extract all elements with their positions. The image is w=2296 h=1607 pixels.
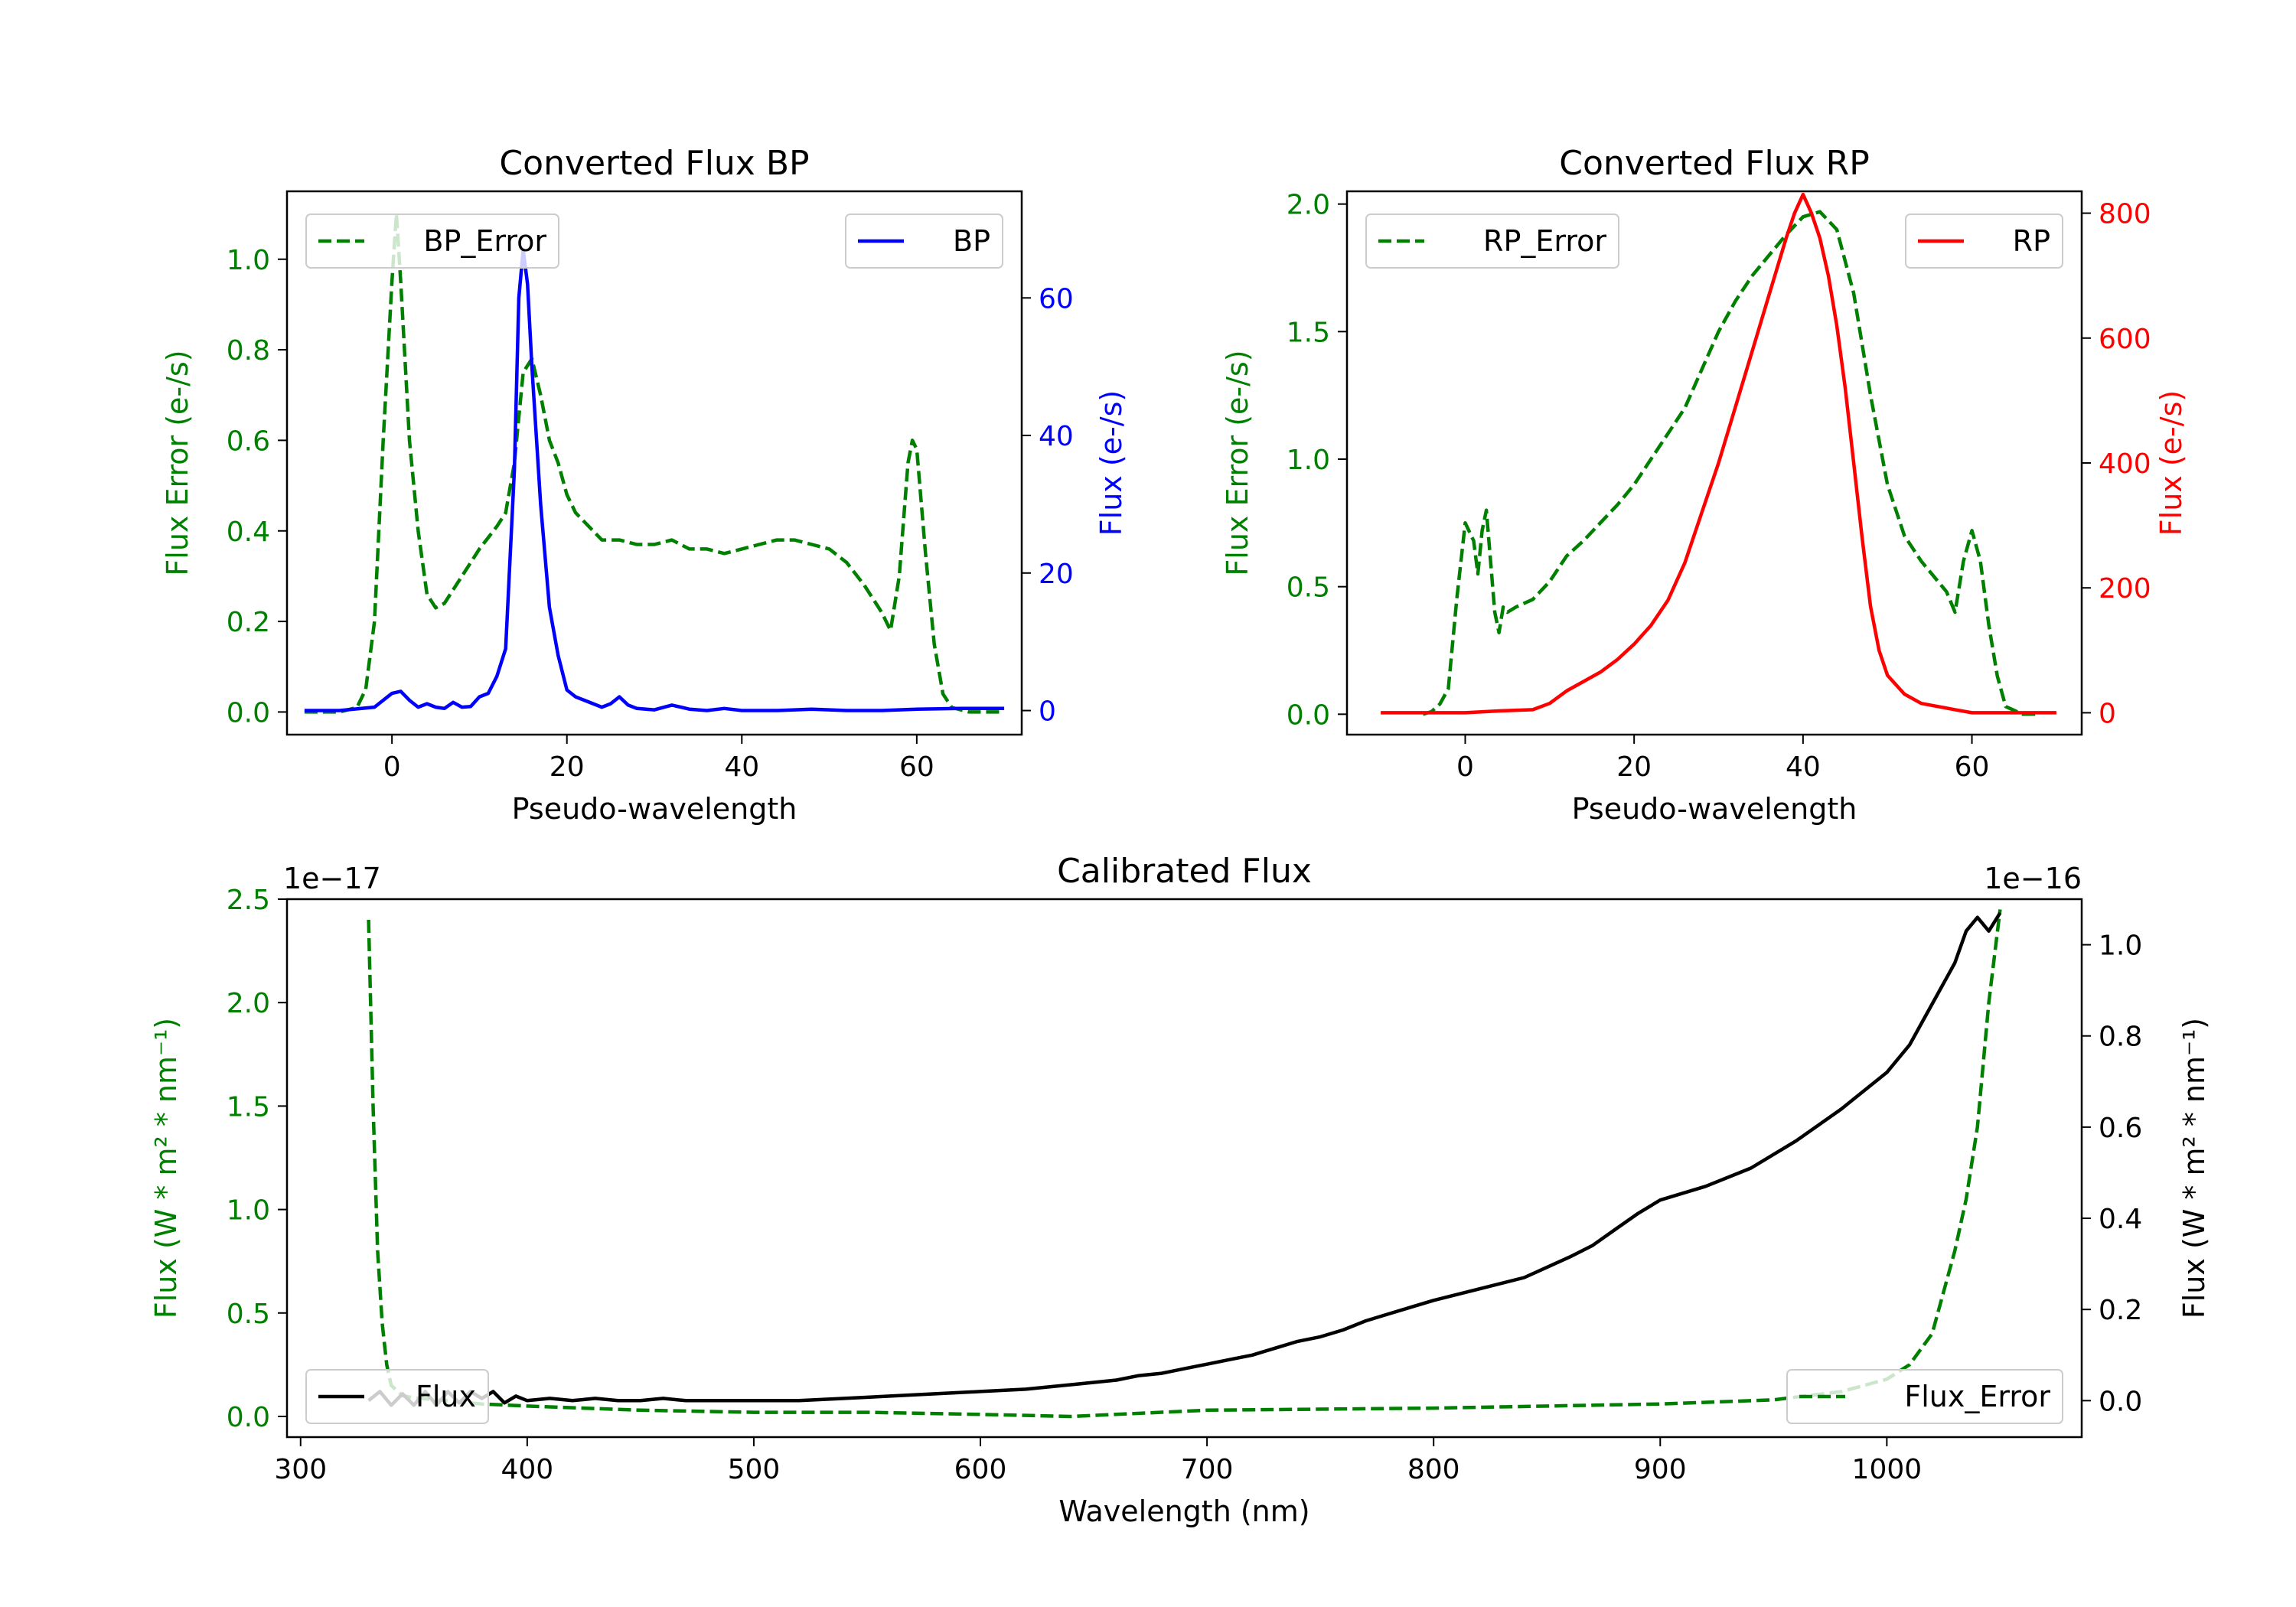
y-right-tick-label: 200: [2099, 573, 2151, 605]
y-right-tick-label: 800: [2099, 199, 2151, 230]
x-tick-label: 800: [1407, 1454, 1460, 1485]
x-tick-label: 40: [1786, 751, 1821, 783]
y-right-tick-label: 40: [1039, 421, 1074, 452]
series-line-rp: [1381, 192, 2056, 715]
y-right-tick-label: 0.4: [2099, 1204, 2142, 1235]
x-tick-label: 20: [550, 751, 585, 783]
x-tick-label: 60: [1955, 751, 1990, 783]
legend-right-label: BP: [953, 224, 990, 258]
y-right-axis-label: Flux (e-/s): [2154, 390, 2188, 536]
y-left-tick-label: 2.0: [1287, 190, 1330, 221]
chart-title: Converted Flux BP: [499, 144, 809, 183]
legend-right-label: Flux_Error: [1904, 1380, 2050, 1413]
axes-frame: [1345, 190, 2083, 736]
y-right-tick-label: 400: [2099, 448, 2151, 480]
y-right-tick-label: 600: [2099, 324, 2151, 355]
series-line-flux: [367, 911, 2002, 1407]
x-axis-label: Pseudo-wavelength: [512, 792, 797, 826]
y-left-tick-label: 0.5: [227, 1299, 270, 1330]
y-left-tick-label: 1.5: [1287, 317, 1330, 348]
x-tick-label: 0: [383, 751, 401, 783]
y-left-tick-label: 0.5: [1287, 572, 1330, 604]
legend-left-label: Flux: [416, 1380, 476, 1413]
legend-right-box: [1786, 1369, 2063, 1424]
y-right-axis-label: Flux (W * m² * nm⁻¹): [2177, 1018, 2211, 1319]
y-left-tick-label: 0.2: [227, 607, 270, 638]
x-tick-label: 40: [724, 751, 759, 783]
x-tick-label: 400: [501, 1454, 553, 1485]
y-right-tick-label: 0.0: [2099, 1386, 2142, 1417]
legend-left-label: BP_Error: [423, 224, 546, 258]
y-left-tick-label: 0.0: [1287, 699, 1330, 731]
bp-panel: 0 20 40 60 0.0 0.2 0.4 0.6 0.8 1.0 0 20 40 60 Converte…: [161, 144, 1128, 826]
y-left-tick-label: 1.0: [227, 1195, 270, 1227]
y-left-tick-label: 2.5: [227, 885, 270, 916]
x-tick-label: 600: [954, 1454, 1007, 1485]
y-right-offset-label: 1e−16: [1984, 862, 2082, 895]
calibrated-panel: 300 400 500 600 700 800 900 1000 0.0 0.5 1.0 1.5 2.0…: [149, 852, 2211, 1528]
axes-frame: [285, 190, 1023, 736]
x-tick-label: 300: [274, 1454, 327, 1485]
legend-left-box: [305, 214, 559, 269]
legend-right-label: RP: [2013, 224, 2050, 258]
legend-right-box: [1905, 214, 2063, 269]
series-line-rp-error: [1422, 210, 2040, 716]
y-left-tick-label: 0.0: [227, 1402, 270, 1433]
y-left-tick-label: 0.0: [227, 697, 270, 729]
y-right-tick-label: 0: [1039, 696, 1056, 728]
x-tick-label: 900: [1634, 1454, 1687, 1485]
legend-left-label: RP_Error: [1483, 224, 1606, 258]
y-left-tick-label: 1.0: [1287, 445, 1330, 476]
series-line-bp-error: [304, 212, 1005, 714]
x-tick-label: 60: [899, 751, 934, 783]
chart-title: Calibrated Flux: [1057, 852, 1312, 891]
y-left-axis-label: Flux (W * m² * nm⁻¹): [149, 1018, 183, 1319]
series-line-bp: [304, 248, 1005, 712]
y-right-tick-label: 0.2: [2099, 1295, 2142, 1326]
x-tick-label: 500: [728, 1454, 781, 1485]
y-left-tick-label: 1.5: [227, 1091, 270, 1123]
y-left-tick-label: 0.4: [227, 517, 270, 548]
y-right-tick-label: 60: [1039, 283, 1074, 315]
x-tick-label: 20: [1616, 751, 1652, 783]
y-left-offset-label: 1e−17: [283, 862, 381, 895]
legend-left-box: [305, 1369, 489, 1424]
rp-panel: 0 20 40 60 0.0 0.5 1.0 1.5 2.0 0 200 400 600 800 Conve…: [1221, 144, 2188, 826]
x-tick-label: 700: [1181, 1454, 1234, 1485]
y-right-axis-label: Flux (e-/s): [1094, 390, 1128, 536]
axes-frame: [285, 898, 2083, 1439]
y-left-tick-label: 2.0: [227, 988, 270, 1019]
legend-right-box: [845, 214, 1003, 269]
y-left-axis-label: Flux Error (e-/s): [1221, 350, 1254, 575]
x-axis-label: Wavelength (nm): [1058, 1495, 1309, 1528]
y-left-tick-label: 0.8: [227, 335, 270, 367]
y-right-tick-label: 20: [1039, 559, 1074, 590]
y-right-tick-label: 1.0: [2099, 931, 2142, 962]
y-right-tick-label: 0: [2099, 698, 2116, 729]
x-tick-label: 0: [1456, 751, 1474, 783]
x-axis-label: Pseudo-wavelength: [1572, 792, 1857, 826]
legend-left-box: [1365, 214, 1619, 269]
y-right-tick-label: 0.6: [2099, 1113, 2142, 1144]
series-line-flux-error: [367, 909, 2002, 1419]
y-left-tick-label: 1.0: [227, 245, 270, 276]
y-left-axis-label: Flux Error (e-/s): [161, 350, 194, 575]
chart-title: Converted Flux RP: [1559, 144, 1870, 183]
x-tick-label: 1000: [1852, 1454, 1923, 1485]
y-right-tick-label: 0.8: [2099, 1022, 2142, 1053]
y-left-tick-label: 0.6: [227, 425, 270, 457]
